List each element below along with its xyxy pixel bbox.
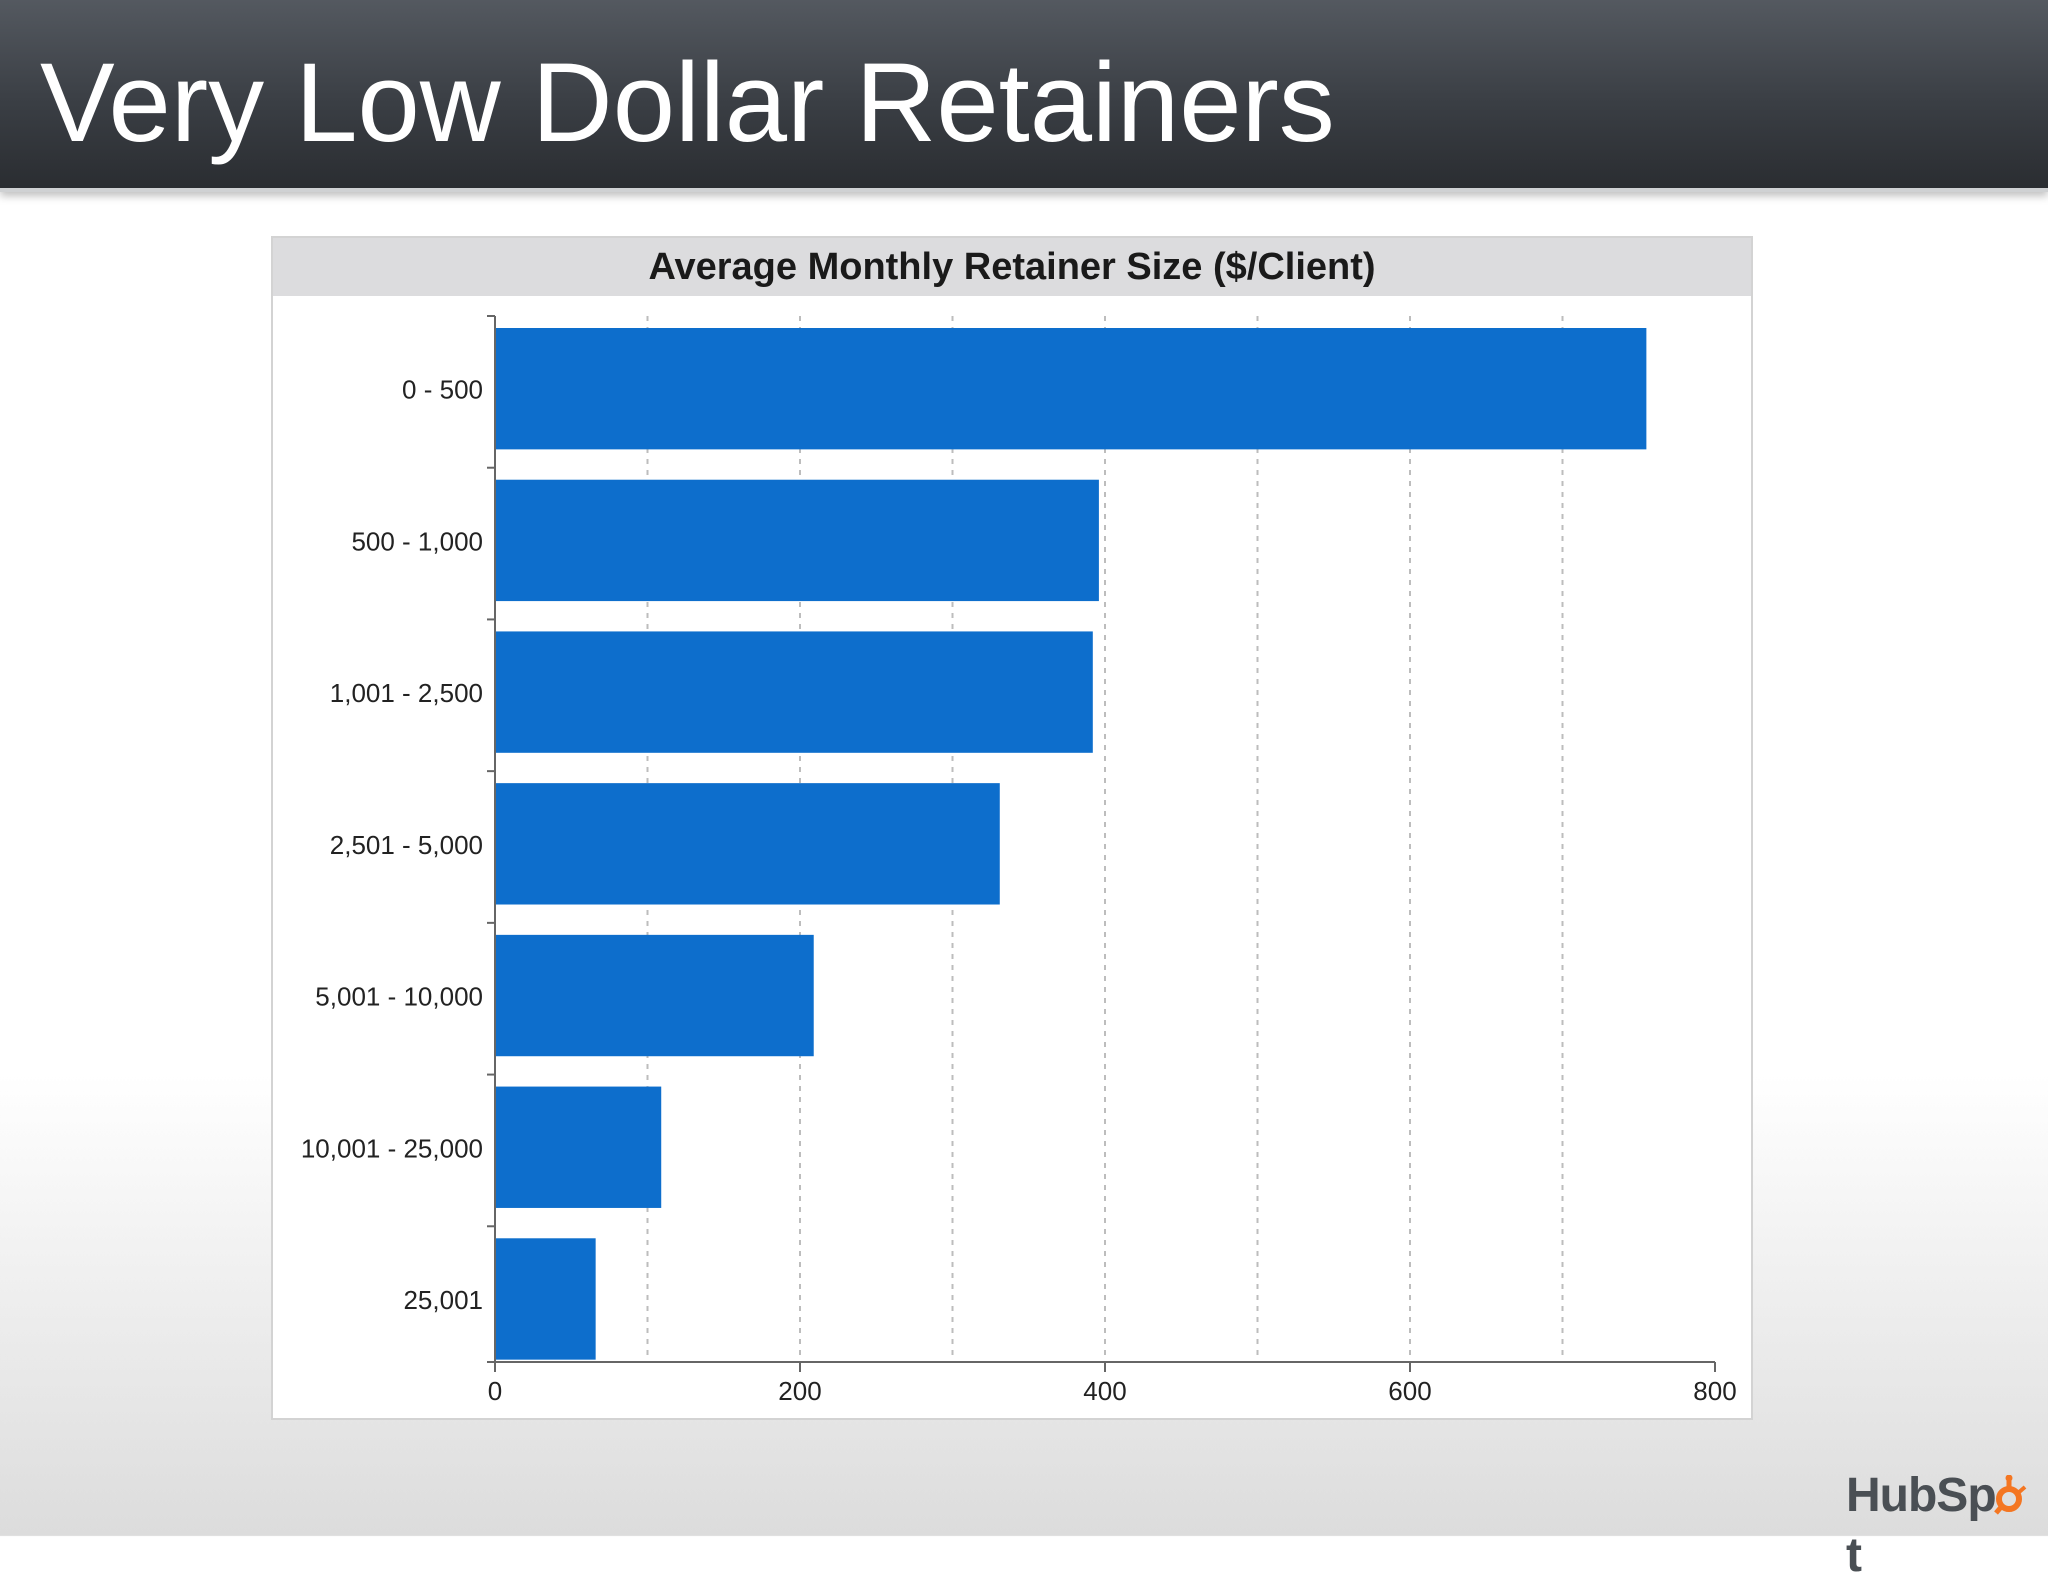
chart-header: Average Monthly Retainer Size ($/Client) [273,238,1751,296]
logo-sprocket-icon [1993,1475,2026,1515]
x-tick-label: 800 [1693,1376,1736,1406]
category-label: 10,001 - 25,000 [301,1133,483,1163]
x-tick-label: 0 [488,1376,502,1406]
slide-title: Very Low Dollar Retainers [40,40,1335,165]
bar [495,479,1099,602]
category-label: 5,001 - 10,000 [315,982,483,1012]
logo-text-part-1: HubSp [1846,1469,1997,1522]
bar [495,1238,596,1360]
title-bar: Very Low Dollar Retainers [0,0,2048,192]
category-label: 500 - 1,000 [351,526,483,556]
bar [495,328,1647,450]
bar [495,1086,662,1208]
bar-chart: 0 - 500 500 - 1,000 1,001 - 2,500 2,501 - 5… [301,315,1737,1406]
x-tick-label: 400 [1083,1376,1126,1406]
logo-text-part-2: t [1846,1529,1862,1582]
bar [495,631,1093,753]
category-label: 0 - 500 [402,375,483,405]
category-label: 25,001 [403,1285,483,1315]
x-tick-label: 600 [1388,1376,1431,1406]
hubspot-logo: HubSp t [1846,1466,2036,1582]
logo-text: HubSp t [1846,1466,2036,1586]
chart-panel: Average Monthly Retainer Size ($/Client)… [271,236,1753,1420]
x-tick-label: 200 [778,1376,821,1406]
category-label: 2,501 - 5,000 [330,830,483,860]
bar [495,934,814,1057]
category-label: 1,001 - 2,500 [330,678,483,708]
bar [495,783,1000,905]
chart-title: Average Monthly Retainer Size ($/Client) [648,246,1376,288]
